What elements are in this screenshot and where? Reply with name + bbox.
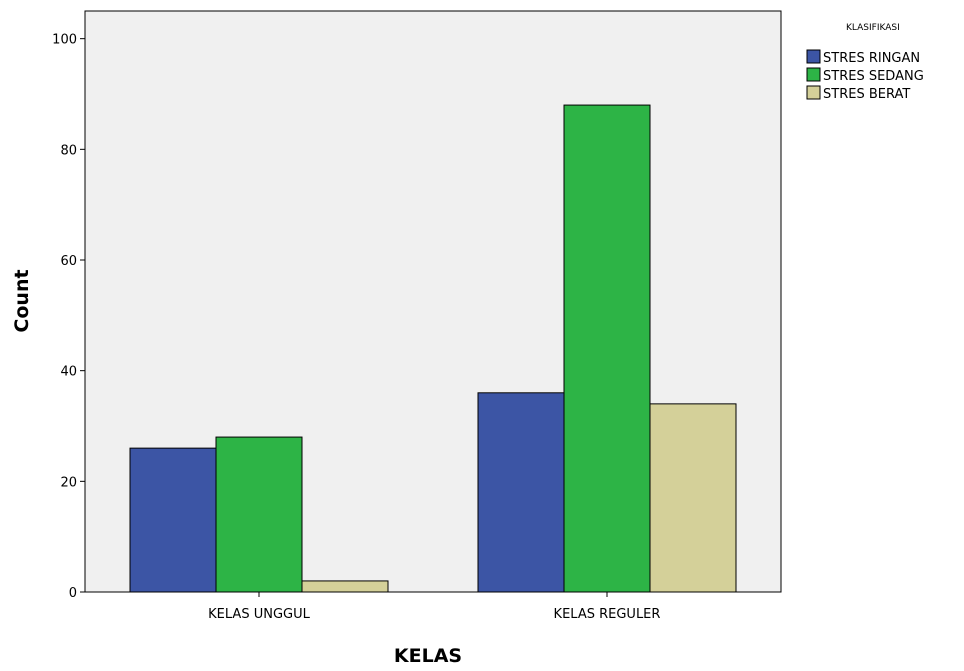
y-tick-label: 100 bbox=[52, 33, 77, 48]
x-axis: KELAS UNGGUL KELAS REGULER bbox=[208, 592, 660, 622]
bar-kelas-reguler-stres-ringan bbox=[477, 392, 565, 593]
y-axis-title: Count bbox=[11, 269, 33, 332]
x-tick-label: KELAS REGULER bbox=[554, 607, 661, 622]
y-tick-label: 0 bbox=[69, 586, 77, 601]
legend-swatch bbox=[806, 85, 821, 100]
legend-label: STRES BERAT bbox=[823, 87, 910, 102]
legend: KLASIFIKASI STRES RINGAN STRES SEDANG STRE… bbox=[806, 23, 924, 102]
legend-title: KLASIFIKASI bbox=[846, 23, 900, 33]
bar-kelas-reguler-stres-sedang bbox=[563, 104, 651, 593]
legend-label: STRES SEDANG bbox=[823, 69, 924, 84]
y-tick-label: 60 bbox=[60, 254, 77, 269]
x-axis-title: KELAS bbox=[394, 645, 462, 667]
legend-swatch bbox=[806, 49, 821, 64]
bars-group bbox=[129, 104, 737, 593]
bar-kelas-reguler-stres-berat bbox=[649, 403, 737, 593]
bar-kelas-unggul-stres-sedang bbox=[215, 436, 303, 593]
y-axis: 0 20 40 60 80 100 bbox=[52, 33, 85, 601]
bar-kelas-unggul-stres-berat bbox=[301, 580, 389, 593]
x-tick-label: KELAS UNGGUL bbox=[208, 607, 310, 622]
legend-label: STRES RINGAN bbox=[823, 51, 920, 66]
bar-kelas-unggul-stres-ringan bbox=[129, 447, 217, 593]
legend-swatch bbox=[806, 67, 821, 82]
y-tick-label: 40 bbox=[60, 365, 77, 380]
y-tick-label: 80 bbox=[60, 143, 77, 158]
y-tick-label: 20 bbox=[60, 475, 77, 490]
